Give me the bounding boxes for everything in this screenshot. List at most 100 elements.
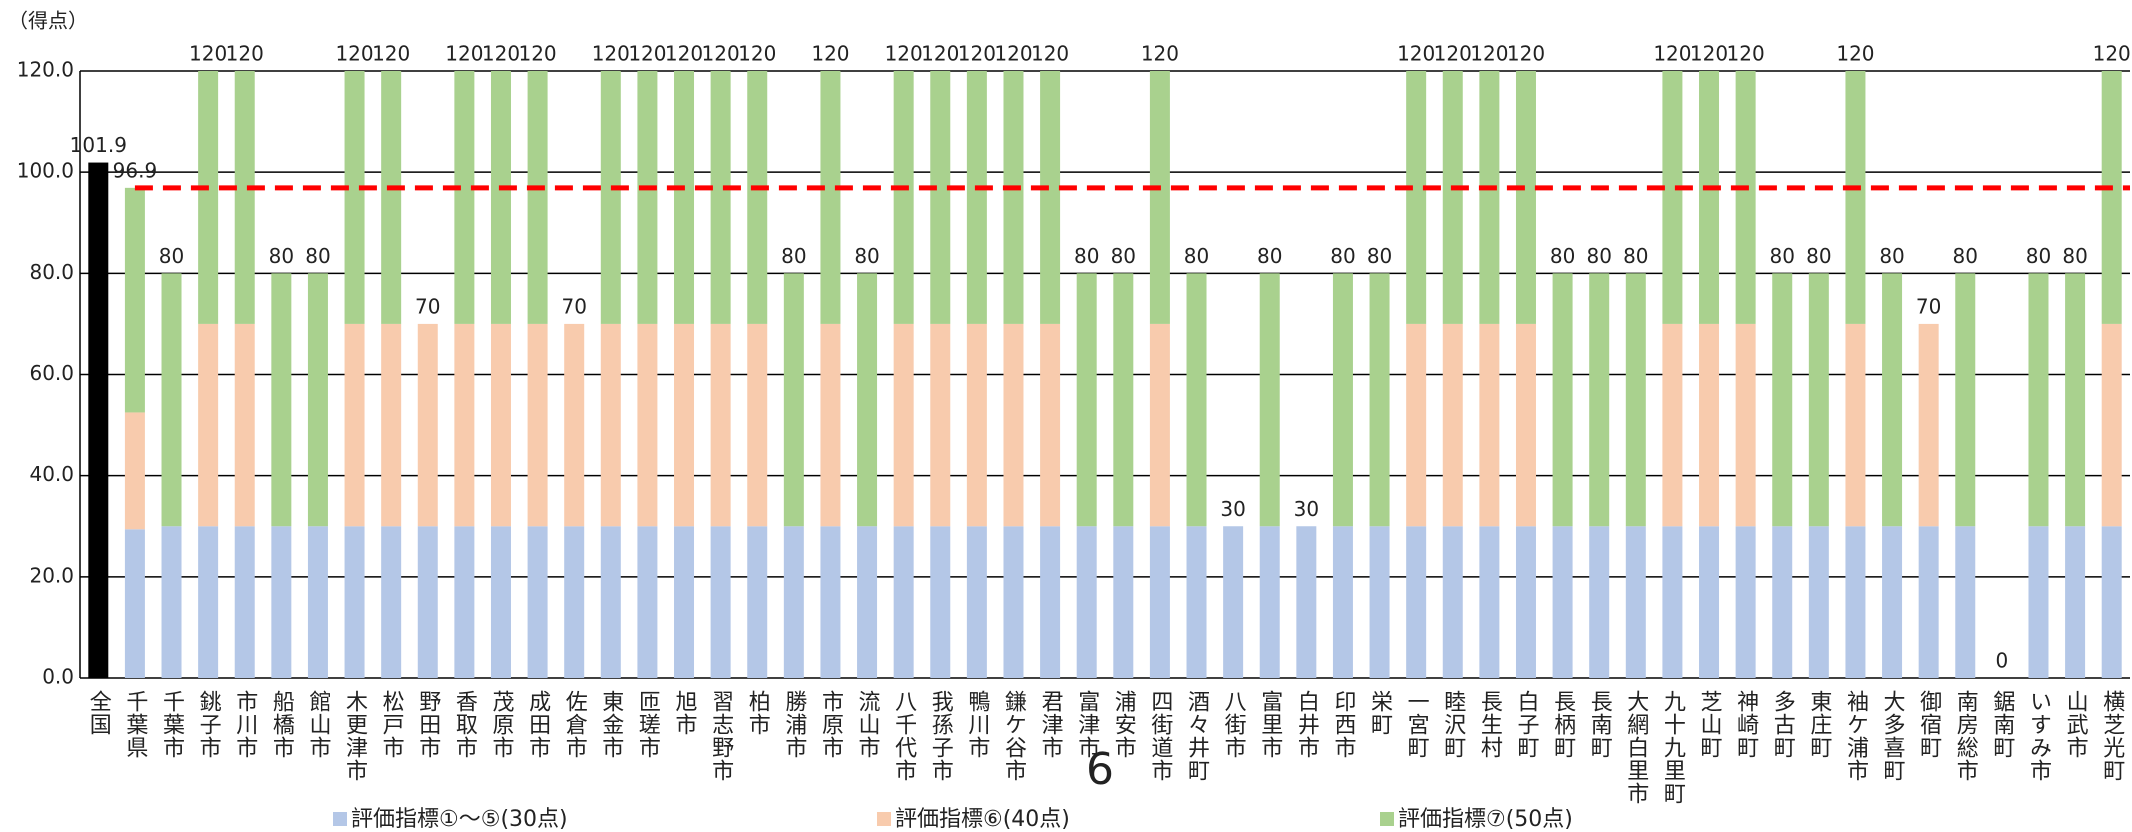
total-label: 0 bbox=[1996, 649, 2009, 673]
bar-segment bbox=[1845, 526, 1866, 678]
x-tick-label: 茂原市 bbox=[488, 690, 514, 759]
total-label: 120 bbox=[665, 42, 703, 66]
total-label: 120 bbox=[921, 42, 959, 66]
total-label: 80 bbox=[1623, 244, 1648, 268]
bar-segment bbox=[1003, 71, 1024, 324]
total-label: 120 bbox=[1690, 42, 1728, 66]
bar-segment bbox=[234, 323, 255, 527]
bar-segment bbox=[637, 526, 658, 678]
x-tick-label: 睦沢町 bbox=[1440, 690, 1466, 759]
total-label: 120 bbox=[1397, 42, 1435, 66]
total-label: 80 bbox=[1257, 244, 1282, 268]
x-tick-label: 袖ケ浦市 bbox=[1843, 690, 1869, 782]
bar-segment bbox=[1845, 323, 1866, 527]
bar-segment bbox=[1003, 526, 1024, 678]
bar-segment bbox=[1369, 273, 1390, 527]
bar-segment bbox=[527, 526, 548, 678]
total-label: 120 bbox=[628, 42, 666, 66]
bar-segment bbox=[2101, 323, 2122, 527]
bar-segment bbox=[1113, 273, 1134, 527]
bar-segment bbox=[1479, 323, 1500, 527]
x-tick-label: 浦安市 bbox=[1111, 690, 1137, 759]
total-label: 120 bbox=[518, 42, 556, 66]
bar-segment bbox=[966, 526, 987, 678]
x-tick-label: 長柄町 bbox=[1550, 690, 1576, 759]
bar-segment bbox=[1406, 323, 1427, 527]
total-label: 80 bbox=[781, 244, 806, 268]
bar-segment bbox=[674, 526, 695, 678]
bar-segment bbox=[1515, 323, 1536, 527]
x-tick-label: 成田市 bbox=[525, 690, 551, 759]
bar-segment bbox=[1955, 526, 1976, 678]
x-tick-label: 習志野市 bbox=[708, 690, 734, 782]
total-label: 30 bbox=[1294, 497, 1319, 521]
y-tick-label: 40.0 bbox=[29, 462, 74, 486]
x-tick-label: いすみ市 bbox=[2026, 690, 2051, 782]
bar-segment bbox=[1369, 526, 1390, 678]
x-tick-label: 千葉県 bbox=[122, 690, 148, 759]
bar-segment bbox=[1918, 526, 1939, 678]
total-label: 120 bbox=[2093, 42, 2131, 66]
x-tick-label: 八街市 bbox=[1221, 690, 1247, 759]
bar-segment bbox=[1662, 323, 1683, 527]
bar-segment bbox=[747, 526, 768, 678]
bar-segment bbox=[1149, 526, 1170, 678]
x-tick-label: 多古町 bbox=[1770, 690, 1795, 759]
bar-segment bbox=[564, 323, 585, 527]
bar-segment bbox=[271, 526, 292, 678]
bar-segment bbox=[783, 526, 804, 678]
bar-segment bbox=[1040, 526, 1061, 678]
bar-segment bbox=[271, 273, 292, 527]
total-label: 80 bbox=[2062, 244, 2087, 268]
total-label: 120 bbox=[1434, 42, 1472, 66]
x-tick-label: 山武市 bbox=[2063, 690, 2089, 759]
total-label: 120 bbox=[738, 42, 776, 66]
total-label: 80 bbox=[1586, 244, 1611, 268]
bar-segment bbox=[1699, 526, 1720, 678]
bar-segment bbox=[966, 323, 987, 527]
bar-segment bbox=[1442, 71, 1463, 324]
bar-segment bbox=[857, 526, 878, 678]
total-label: 120 bbox=[1653, 42, 1691, 66]
x-tick-label: 白子町 bbox=[1513, 690, 1538, 759]
bar-segment bbox=[1882, 273, 1903, 527]
bar-segment bbox=[1003, 323, 1024, 527]
bar-segment bbox=[930, 526, 951, 678]
bar-segment bbox=[161, 273, 182, 527]
x-tick-label: 君津市 bbox=[1038, 690, 1064, 759]
total-label: 96.9 bbox=[113, 158, 158, 182]
bar-segment bbox=[454, 71, 475, 324]
bar-segment bbox=[1735, 526, 1756, 678]
total-label: 120 bbox=[1836, 42, 1874, 66]
bar-segment bbox=[1552, 526, 1573, 678]
total-label: 80 bbox=[1367, 244, 1392, 268]
bar-segment bbox=[1113, 526, 1134, 678]
bar-segment bbox=[2101, 526, 2122, 678]
x-tick-label: 東庄町 bbox=[1806, 690, 1832, 759]
total-label: 70 bbox=[415, 294, 440, 318]
bar-segment bbox=[1406, 71, 1427, 324]
total-label: 80 bbox=[159, 244, 184, 268]
bar-segment bbox=[1845, 71, 1866, 324]
bar-segment bbox=[1040, 71, 1061, 324]
bar-segment bbox=[1589, 526, 1610, 678]
bar-segment bbox=[1772, 273, 1793, 527]
bar-segment bbox=[1625, 273, 1646, 527]
x-tick-label: 鋸南町 bbox=[1989, 690, 2015, 759]
bar-segment bbox=[820, 71, 841, 324]
x-tick-label: 栄町 bbox=[1367, 690, 1393, 736]
bar-segment bbox=[1442, 323, 1463, 527]
x-tick-label: 御宿町 bbox=[1916, 690, 1942, 759]
x-tick-label: 東金市 bbox=[598, 690, 624, 759]
bar-segment bbox=[1040, 323, 1061, 527]
bar-segment bbox=[2028, 273, 2049, 527]
bar-segment bbox=[710, 526, 731, 678]
total-label: 120 bbox=[1727, 42, 1765, 66]
total-label: 80 bbox=[1953, 244, 1978, 268]
bar-segment bbox=[747, 71, 768, 324]
bar-segment bbox=[124, 187, 145, 413]
x-tick-label: 旭市 bbox=[672, 690, 698, 736]
y-tick-label: 20.0 bbox=[29, 563, 74, 587]
bar-segment bbox=[893, 323, 914, 527]
total-label: 120 bbox=[811, 42, 849, 66]
